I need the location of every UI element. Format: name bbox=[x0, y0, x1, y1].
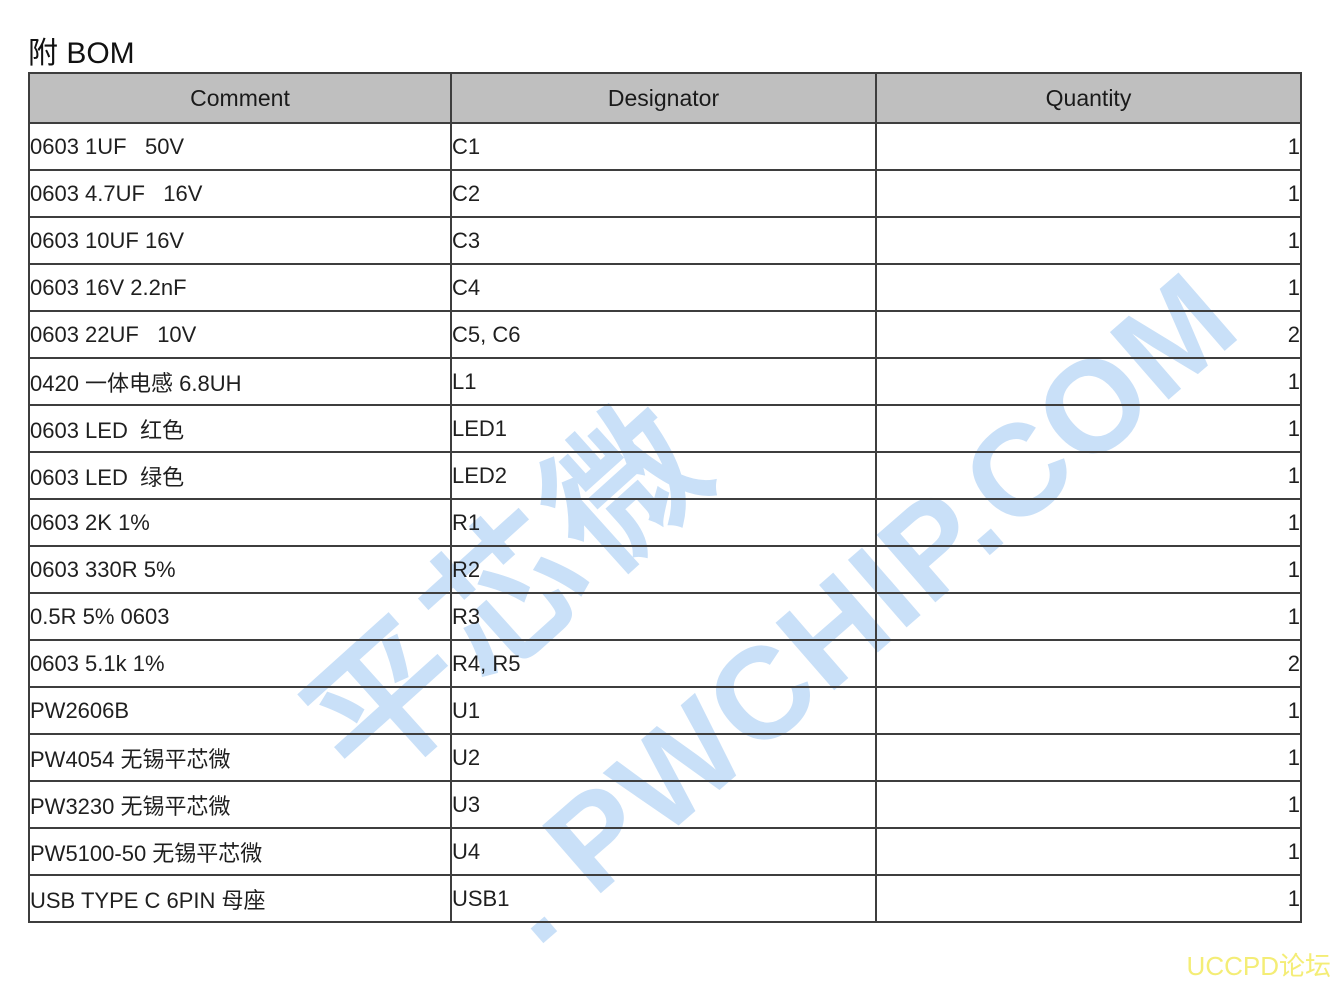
designator-cell: LED1 bbox=[450, 404, 877, 453]
designator-cell: C2 bbox=[450, 169, 877, 218]
page-title: 附 BOM bbox=[28, 37, 135, 70]
comment-cell: PW5100-50 无锡平芯微 bbox=[28, 827, 452, 876]
comment-cell: 0603 5.1k 1% bbox=[28, 639, 452, 688]
table-row: 0603 330R 5% R2 1 bbox=[28, 545, 1302, 594]
designator-cell: U1 bbox=[450, 686, 877, 735]
designator-cell: R4, R5 bbox=[450, 639, 877, 688]
comment-cell: 0603 LED 红色 bbox=[28, 404, 452, 453]
column-header-quantity: Quantity bbox=[875, 72, 1302, 124]
comment-cell: 0603 16V 2.2nF bbox=[28, 263, 452, 312]
comment-cell: 0603 22UF 10V bbox=[28, 310, 452, 359]
quantity-cell: 1 bbox=[875, 545, 1302, 594]
table-row: 0420 一体电感 6.8UH L1 1 bbox=[28, 357, 1302, 406]
table-row: 0603 10UF 16V C3 1 bbox=[28, 216, 1302, 265]
table-row: 0603 1UF 50V C1 1 bbox=[28, 122, 1302, 171]
quantity-cell: 1 bbox=[875, 122, 1302, 171]
comment-cell: 0603 2K 1% bbox=[28, 498, 452, 547]
designator-cell: LED2 bbox=[450, 451, 877, 500]
table-row: 0.5R 5% 0603 R3 1 bbox=[28, 592, 1302, 641]
comment-cell: PW3230 无锡平芯微 bbox=[28, 780, 452, 829]
comment-cell: 0.5R 5% 0603 bbox=[28, 592, 452, 641]
quantity-cell: 2 bbox=[875, 310, 1302, 359]
table-row: PW3230 无锡平芯微 U3 1 bbox=[28, 780, 1302, 829]
comment-cell: 0603 10UF 16V bbox=[28, 216, 452, 265]
quantity-cell: 1 bbox=[875, 780, 1302, 829]
bom-table: Comment Designator Quantity 0603 1UF 50V… bbox=[28, 72, 1302, 923]
quantity-cell: 1 bbox=[875, 216, 1302, 265]
table-row: 0603 4.7UF 16V C2 1 bbox=[28, 169, 1302, 218]
quantity-cell: 1 bbox=[875, 404, 1302, 453]
table-row: PW4054 无锡平芯微 U2 1 bbox=[28, 733, 1302, 782]
comment-cell: PW2606B bbox=[28, 686, 452, 735]
designator-cell: U4 bbox=[450, 827, 877, 876]
table-row: PW2606B U1 1 bbox=[28, 686, 1302, 735]
quantity-cell: 1 bbox=[875, 169, 1302, 218]
designator-cell: R1 bbox=[450, 498, 877, 547]
designator-cell: C5, C6 bbox=[450, 310, 877, 359]
comment-cell: 0603 330R 5% bbox=[28, 545, 452, 594]
table-row: USB TYPE C 6PIN 母座 USB1 1 bbox=[28, 874, 1302, 923]
quantity-cell: 1 bbox=[875, 874, 1302, 923]
designator-cell: U2 bbox=[450, 733, 877, 782]
quantity-cell: 1 bbox=[875, 827, 1302, 876]
designator-cell: C3 bbox=[450, 216, 877, 265]
table-row: 0603 16V 2.2nF C4 1 bbox=[28, 263, 1302, 312]
quantity-cell: 1 bbox=[875, 592, 1302, 641]
quantity-cell: 2 bbox=[875, 639, 1302, 688]
designator-cell: L1 bbox=[450, 357, 877, 406]
table-row: 0603 2K 1% R1 1 bbox=[28, 498, 1302, 547]
designator-cell: R3 bbox=[450, 592, 877, 641]
comment-cell: 0420 一体电感 6.8UH bbox=[28, 357, 452, 406]
comment-cell: USB TYPE C 6PIN 母座 bbox=[28, 874, 452, 923]
table-row: 0603 LED 红色 LED1 1 bbox=[28, 404, 1302, 453]
column-header-designator: Designator bbox=[450, 72, 877, 124]
quantity-cell: 1 bbox=[875, 451, 1302, 500]
comment-cell: 0603 LED 绿色 bbox=[28, 451, 452, 500]
quantity-cell: 1 bbox=[875, 686, 1302, 735]
comment-cell: PW4054 无锡平芯微 bbox=[28, 733, 452, 782]
designator-cell: C1 bbox=[450, 122, 877, 171]
comment-cell: 0603 1UF 50V bbox=[28, 122, 452, 171]
quantity-cell: 1 bbox=[875, 263, 1302, 312]
comment-cell: 0603 4.7UF 16V bbox=[28, 169, 452, 218]
table-row: 0603 22UF 10V C5, C6 2 bbox=[28, 310, 1302, 359]
designator-cell: R2 bbox=[450, 545, 877, 594]
quantity-cell: 1 bbox=[875, 733, 1302, 782]
table-header-row: Comment Designator Quantity bbox=[28, 72, 1302, 124]
table-row: 0603 5.1k 1% R4, R5 2 bbox=[28, 639, 1302, 688]
column-header-comment: Comment bbox=[28, 72, 452, 124]
table-row: PW5100-50 无锡平芯微 U4 1 bbox=[28, 827, 1302, 876]
quantity-cell: 1 bbox=[875, 357, 1302, 406]
designator-cell: U3 bbox=[450, 780, 877, 829]
forum-watermark: UCCPD论坛 bbox=[1186, 951, 1331, 981]
designator-cell: USB1 bbox=[450, 874, 877, 923]
quantity-cell: 1 bbox=[875, 498, 1302, 547]
table-row: 0603 LED 绿色 LED2 1 bbox=[28, 451, 1302, 500]
designator-cell: C4 bbox=[450, 263, 877, 312]
